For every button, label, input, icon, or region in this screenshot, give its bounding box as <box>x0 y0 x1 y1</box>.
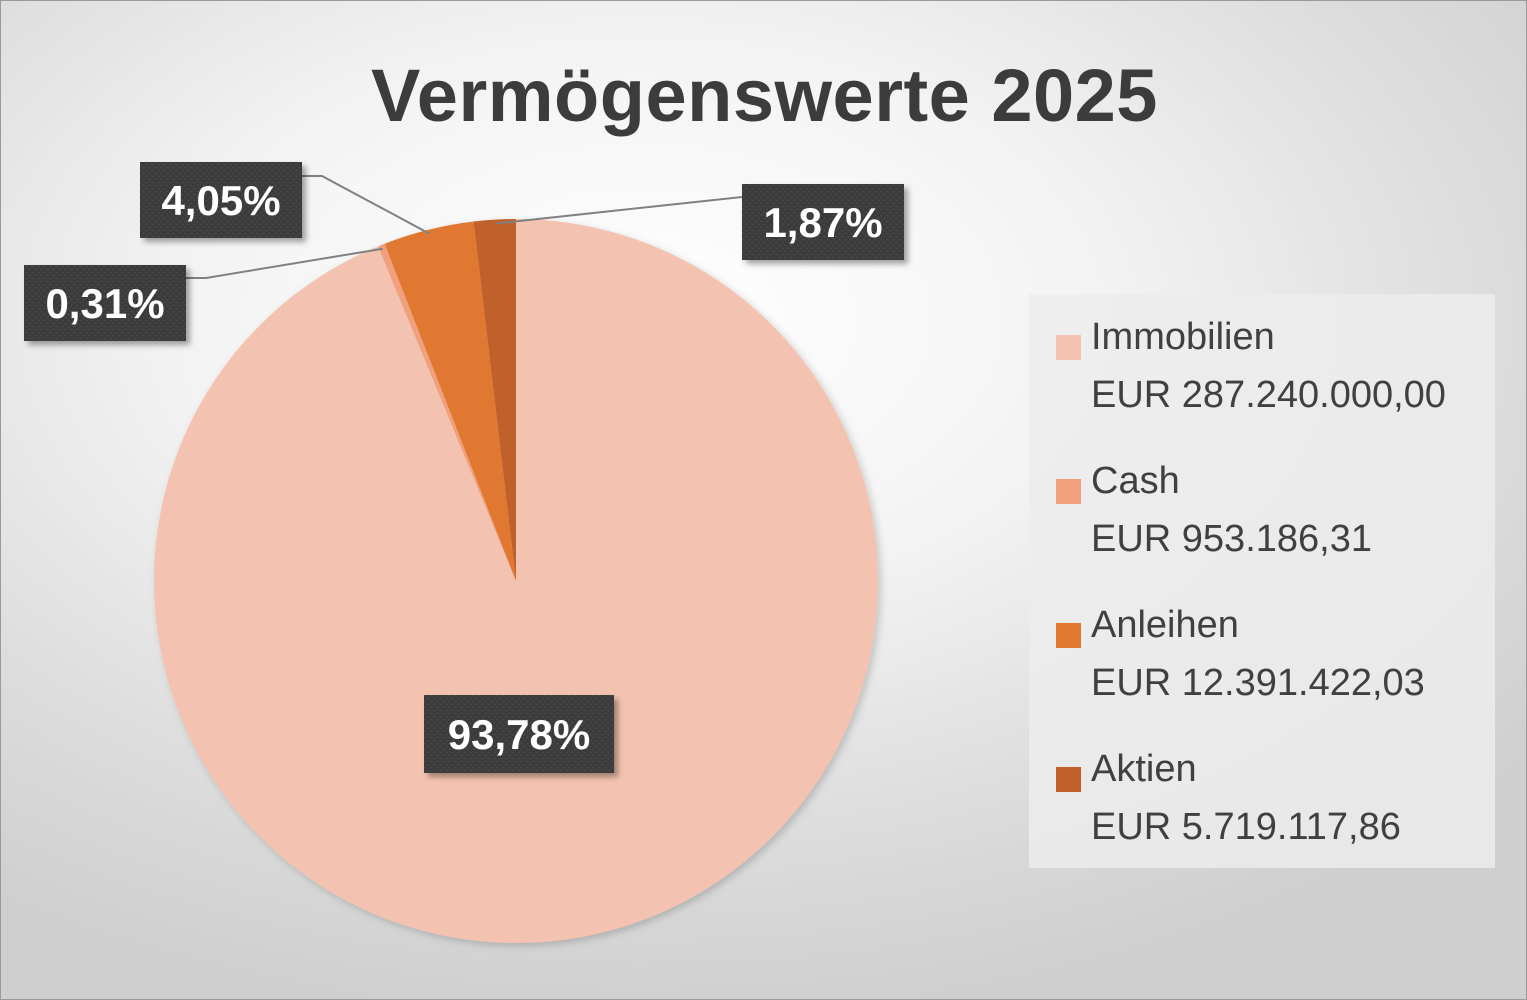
pie-slice-cash <box>378 243 516 581</box>
legend-item-anleihen: Anleihen EUR 12.391.422,03 <box>1029 596 1495 740</box>
legend-value: EUR 12.391.422,03 <box>1091 662 1425 704</box>
legend-value: EUR 287.240.000,00 <box>1091 374 1446 416</box>
legend-item-immobilien: Immobilien EUR 287.240.000,00 <box>1029 308 1495 452</box>
data-label-immobilien: 93,78% <box>424 695 614 773</box>
legend-label: Anleihen <box>1091 604 1239 646</box>
legend-swatch <box>1056 623 1081 648</box>
data-label-box <box>742 184 904 260</box>
data-label-aktien: 1,87% <box>742 184 904 260</box>
pie-slice-anleihen <box>384 221 516 581</box>
chart-title: Vermögenswerte 2025 <box>371 54 1158 137</box>
legend-label: Immobilien <box>1091 316 1275 358</box>
legend-label: Cash <box>1091 460 1180 502</box>
legend-swatch <box>1056 479 1081 504</box>
data-label-text: 93,78% <box>448 711 590 758</box>
legend-value: EUR 953.186,31 <box>1091 518 1372 560</box>
leader-line-cash <box>186 247 383 279</box>
leader-line-aktien <box>494 196 743 225</box>
data-label-box <box>24 265 186 341</box>
data-label-text: 4,05% <box>161 177 280 224</box>
data-label-anleihen: 4,05% <box>140 162 302 238</box>
pie-slice-aktien <box>473 219 516 581</box>
legend: Immobilien EUR 287.240.000,00 Cash EUR 953.… <box>1029 294 1495 868</box>
leader-line-anleihen <box>302 175 430 235</box>
legend-label: Aktien <box>1091 748 1197 790</box>
legend-item-cash: Cash EUR 953.186,31 <box>1029 452 1495 596</box>
data-label-box <box>424 695 614 773</box>
legend-value: EUR 5.719.117,86 <box>1091 806 1401 848</box>
data-label-box <box>140 162 302 238</box>
legend-item-aktien: Aktien EUR 5.719.117,86 <box>1029 740 1495 884</box>
data-label-text: 0,31% <box>45 280 164 327</box>
data-label-cash: 0,31% <box>24 265 186 341</box>
legend-swatch <box>1056 335 1081 360</box>
data-label-text: 1,87% <box>763 199 882 246</box>
legend-swatch <box>1056 767 1081 792</box>
pie-slice-immobilien <box>153 219 878 944</box>
